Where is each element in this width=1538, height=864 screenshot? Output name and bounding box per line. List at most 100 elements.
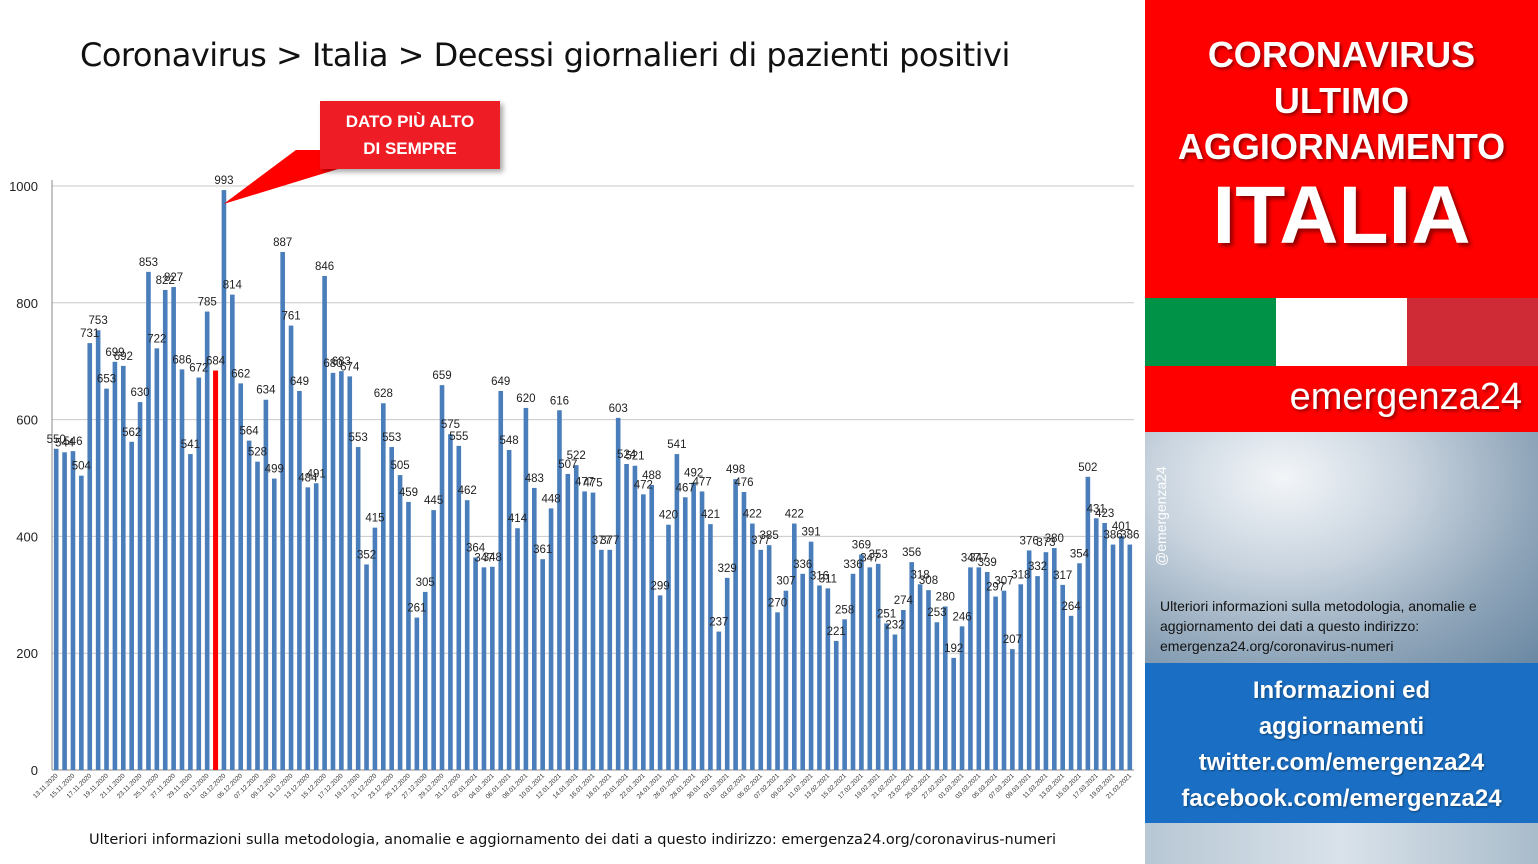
bar — [926, 590, 931, 770]
data-label: 329 — [718, 563, 737, 575]
data-label: 415 — [365, 513, 384, 525]
bar — [154, 348, 160, 770]
data-label: 307 — [776, 576, 795, 588]
bar — [531, 487, 537, 770]
page-title: Coronavirus > Italia > Decessi giornalie… — [80, 36, 1010, 74]
data-label: 827 — [164, 272, 183, 284]
data-label: 261 — [407, 603, 426, 615]
data-label: 232 — [885, 620, 904, 632]
bar — [62, 452, 67, 770]
bar — [657, 595, 663, 770]
data-label: 352 — [357, 549, 376, 561]
bar — [884, 623, 889, 770]
bar — [305, 487, 311, 770]
data-label: 316 — [810, 570, 829, 582]
data-label: 603 — [609, 403, 628, 415]
bar — [548, 508, 554, 770]
data-label: 380 — [1045, 533, 1064, 545]
bar — [1093, 518, 1099, 770]
y-tick-label: 200 — [16, 646, 38, 661]
callout-line-2: DI SEMPRE — [363, 139, 457, 158]
data-label: 620 — [516, 393, 535, 405]
data-label: 421 — [701, 509, 720, 521]
flag-stripe-green — [1145, 298, 1276, 366]
data-label: 846 — [315, 261, 334, 273]
data-label: 347 — [961, 552, 980, 564]
bar — [1127, 544, 1133, 770]
headline-line-3: AGGIORNAMENTO — [1177, 126, 1506, 167]
data-label: 659 — [432, 370, 451, 382]
data-label: 353 — [869, 549, 888, 561]
bar — [70, 451, 76, 770]
callout-pointer — [223, 150, 338, 204]
bar — [1077, 563, 1082, 770]
data-label: 993 — [214, 175, 233, 187]
bar — [104, 388, 109, 770]
bar — [842, 619, 847, 770]
bar — [783, 590, 789, 770]
bar — [355, 447, 361, 770]
bar — [993, 596, 998, 770]
y-tick-label: 400 — [16, 529, 38, 544]
bar — [699, 491, 705, 770]
bar — [120, 365, 126, 770]
bar — [481, 567, 487, 770]
data-label: 521 — [625, 451, 644, 463]
data-label: 237 — [709, 617, 728, 629]
bar — [540, 559, 545, 770]
data-label: 692 — [114, 351, 133, 363]
headline-panel: CORONAVIRUS ULTIMO AGGIORNAMENTO ITALIA — [1145, 0, 1538, 298]
data-label: 386 — [1103, 530, 1122, 542]
facebook-link[interactable]: facebook.com/emergenza24 — [1181, 785, 1502, 812]
data-label: 192 — [944, 643, 963, 655]
data-label: 377 — [592, 535, 611, 547]
data-label: 544 — [55, 437, 75, 449]
flag-stripe-white — [1276, 298, 1407, 366]
bar — [1110, 544, 1116, 770]
data-label: 649 — [491, 376, 510, 388]
data-label: 499 — [265, 464, 284, 476]
bar — [339, 371, 344, 770]
bar — [221, 190, 227, 770]
bar — [968, 567, 973, 770]
data-label: 680 — [323, 358, 342, 370]
data-label: 887 — [273, 237, 292, 249]
bar — [196, 377, 202, 770]
bar — [833, 640, 839, 770]
bar — [263, 399, 269, 770]
bar — [892, 634, 898, 770]
bar — [582, 491, 587, 770]
bar — [1001, 590, 1007, 770]
bar — [137, 402, 143, 770]
bar — [238, 383, 244, 770]
bar — [515, 528, 520, 770]
bar — [624, 463, 629, 770]
country-title: ITALIA — [1212, 170, 1471, 261]
data-label: 307 — [994, 576, 1013, 588]
data-label: 264 — [1061, 601, 1081, 613]
data-label: 305 — [416, 577, 435, 589]
bar — [397, 475, 403, 770]
data-label: 564 — [240, 426, 260, 438]
bar — [406, 501, 411, 770]
data-label: 420 — [659, 510, 678, 522]
headline-line-2: ULTIMO — [1273, 80, 1410, 121]
data-label: 347 — [474, 552, 493, 564]
data-label: 467 — [676, 482, 695, 494]
bar — [942, 606, 948, 770]
data-label: 498 — [726, 464, 745, 476]
chart-panel: Coronavirus > Italia > Decessi giornalie… — [9, 36, 1140, 848]
bar — [682, 497, 688, 770]
contact-line-1: Informazioni ed — [1252, 677, 1431, 704]
bar — [708, 524, 713, 770]
data-label: 505 — [390, 460, 409, 472]
bar — [641, 494, 646, 770]
twitter-link[interactable]: twitter.com/emergenza24 — [1198, 749, 1485, 776]
brand-name: emergenza24 — [1289, 376, 1522, 418]
data-label: 317 — [1053, 570, 1072, 582]
bar — [557, 410, 562, 770]
bar — [901, 609, 906, 770]
data-label: 246 — [952, 611, 971, 623]
data-label: 258 — [835, 604, 854, 616]
data-label: 731 — [80, 328, 99, 340]
